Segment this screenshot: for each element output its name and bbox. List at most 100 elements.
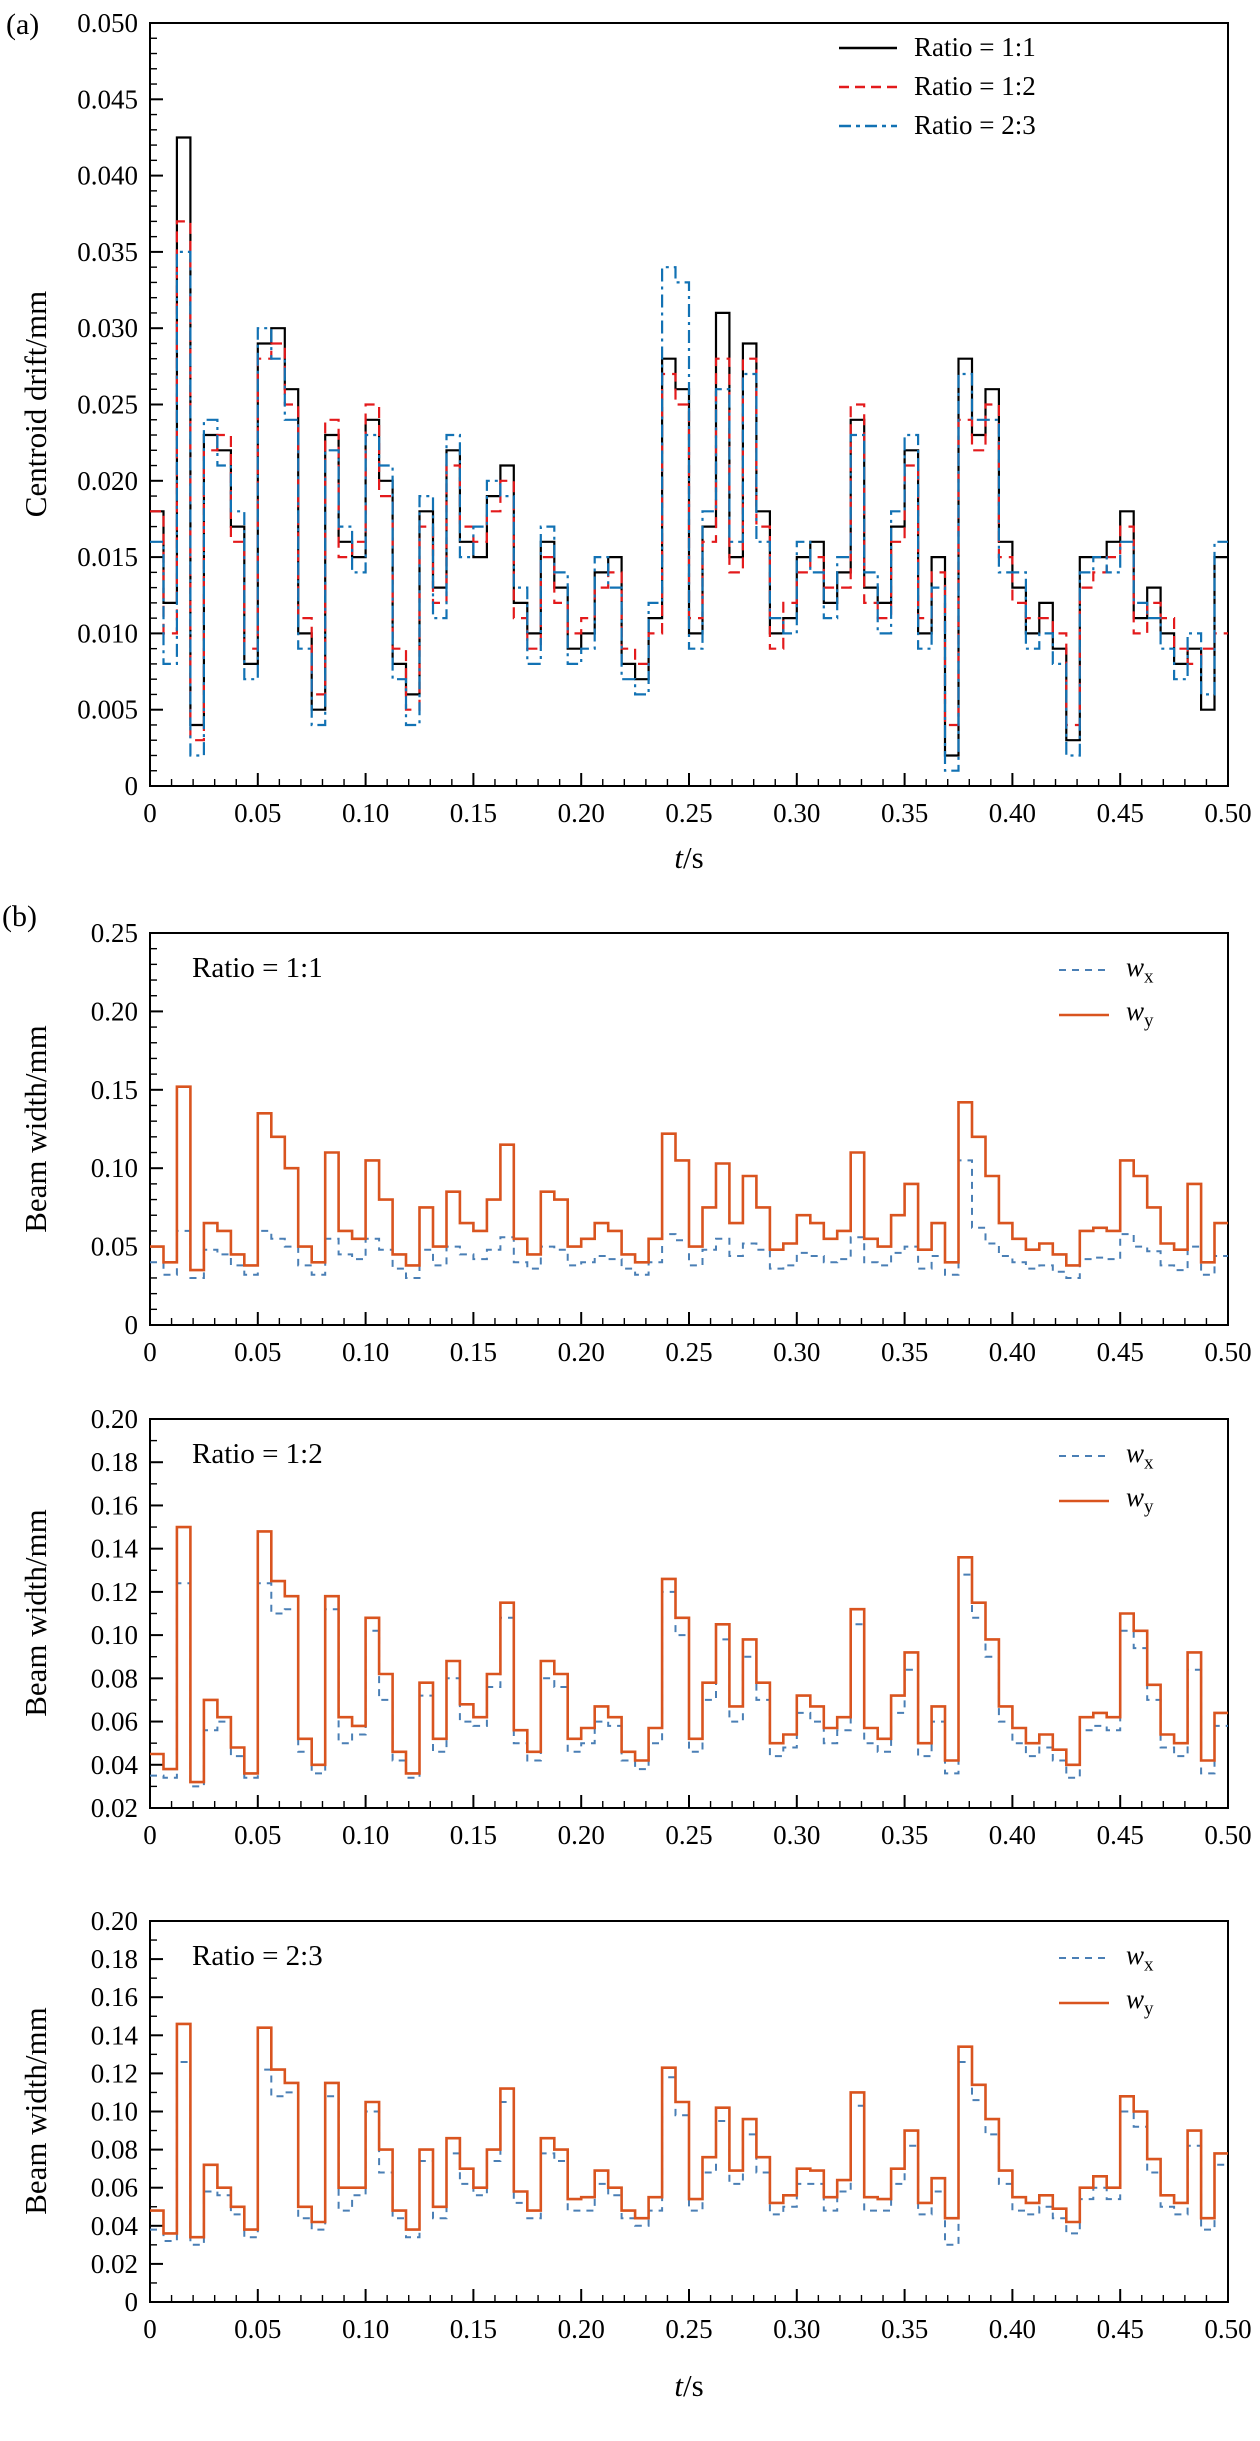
y-tick-label: 0.050 xyxy=(77,8,138,38)
panel-label-b: (b) xyxy=(2,900,37,933)
y-tick-label: 0.10 xyxy=(91,1153,138,1183)
legend-b2: wx wy xyxy=(1056,1438,1154,1519)
x-tick-label: 0.40 xyxy=(989,798,1036,828)
y-tick-label: 0.02 xyxy=(91,2249,138,2279)
x-tick-label: 0 xyxy=(143,798,157,828)
x-tick-label: 0.35 xyxy=(881,2314,928,2344)
y-tick-label: 0.040 xyxy=(77,161,138,191)
legend-label: wy xyxy=(1126,1984,1154,2020)
legend-b1: wx wy xyxy=(1056,952,1154,1033)
y-tick-label: 0.06 xyxy=(91,1707,138,1737)
panel-b2: 0 0.05 0.10 0.15 0.20 0.25 0.30 0.35 0.40 0.45 0.5… xyxy=(91,1404,1252,1850)
x-tick-label: 0.05 xyxy=(234,1337,281,1367)
y-tick-label: 0.025 xyxy=(77,390,138,420)
y-tick-label: 0.12 xyxy=(91,2058,138,2088)
line-sample-dashed-blue xyxy=(1059,1455,1109,1458)
legend-entry-ratio-1-1: Ratio = 1:1 xyxy=(836,32,1036,63)
x-tick-label: 0.30 xyxy=(773,2314,820,2344)
y-tick-label: 0.15 xyxy=(91,1075,138,1105)
x-tick-label: 0.10 xyxy=(342,798,389,828)
x-tick-label: 0.10 xyxy=(342,1337,389,1367)
series-wy xyxy=(150,2022,1228,2239)
legend-entry-wy: wy xyxy=(1056,1482,1154,1518)
x-tick-label: 0.35 xyxy=(881,1337,928,1367)
x-tick-label: 0.15 xyxy=(450,2314,497,2344)
x-tick-label: 0.40 xyxy=(989,1820,1036,1850)
y-tick-label: 0.04 xyxy=(91,1750,139,1780)
x-tick-label: 0.15 xyxy=(450,1337,497,1367)
line-sample-solid-orange xyxy=(1059,1013,1109,1016)
y-tick-label: 0.035 xyxy=(77,237,138,267)
x-tick-label: 0.50 xyxy=(1204,2314,1251,2344)
x-tick-label: 0.50 xyxy=(1204,1820,1251,1850)
x-tick-label: 0.35 xyxy=(881,798,928,828)
x-tick-label: 0.45 xyxy=(1097,2314,1144,2344)
legend-label: wx xyxy=(1126,1940,1154,1976)
panel-b1: 0 0.05 0.10 0.15 0.20 0.25 0.30 0.35 0.40 0.45 0.5… xyxy=(91,918,1252,1367)
x-axis-title-b: t/s xyxy=(674,2368,704,2403)
y-tick-label: 0.25 xyxy=(91,918,138,948)
series-Ratio = 1:2 xyxy=(150,220,1228,742)
x-tick-label: 0.25 xyxy=(665,2314,712,2344)
x-tick-label: 0.30 xyxy=(773,1337,820,1367)
x-tick-label: 0.25 xyxy=(665,1337,712,1367)
y-tick-label: 0.16 xyxy=(91,1982,138,2012)
line-sample-dashed-blue xyxy=(1059,1957,1109,1960)
y-tick-label: 0.045 xyxy=(77,84,138,114)
annotation-ratio-b2: Ratio = 1:2 xyxy=(192,1438,323,1470)
x-tick-label: 0.15 xyxy=(450,798,497,828)
x-tick-label: 0.50 xyxy=(1204,798,1251,828)
series-wy xyxy=(150,1085,1228,1272)
legend-label: wy xyxy=(1126,996,1154,1032)
line-sample-solid-orange xyxy=(1059,2001,1109,2004)
x-tick-label: 0.20 xyxy=(558,798,605,828)
legend-a: Ratio = 1:1 Ratio = 1:2 Ratio = 2:3 xyxy=(836,32,1036,141)
legend-entry-wx: wx xyxy=(1056,1940,1154,1976)
x-tick-label: 0.10 xyxy=(342,2314,389,2344)
x-tick-label: 0.45 xyxy=(1097,1820,1144,1850)
legend-entry-wy: wy xyxy=(1056,996,1154,1032)
series-Ratio = 2:3 xyxy=(150,250,1228,772)
y-tick-label: 0 xyxy=(125,771,139,801)
y-axis-title-b3: Beam width/mm xyxy=(18,2007,53,2215)
legend-entry-wx: wx xyxy=(1056,1438,1154,1474)
y-tick-label: 0.010 xyxy=(77,618,138,648)
x-tick-label: 0.40 xyxy=(989,2314,1036,2344)
panel-a: 0 0.05 0.10 0.15 0.20 0.25 0.30 0.35 0.40 0.45 0.5… xyxy=(77,8,1251,828)
x-axis-title-a: t/s xyxy=(674,840,704,875)
y-tick-label: 0.020 xyxy=(77,466,138,496)
y-tick-label: 0.20 xyxy=(91,1404,138,1434)
y-tick-label: 0 xyxy=(125,1310,139,1340)
y-tick-label: 0.16 xyxy=(91,1490,138,1520)
y-tick-label: 0.08 xyxy=(91,1663,138,1693)
y-tick-label: 0.14 xyxy=(91,1534,139,1564)
y-tick-label: 0.12 xyxy=(91,1577,138,1607)
y-tick-label: 0 xyxy=(125,2287,139,2317)
legend-entry-wx: wx xyxy=(1056,952,1154,988)
x-tick-label: 0.40 xyxy=(989,1337,1036,1367)
y-tick-label: 0.18 xyxy=(91,1447,138,1477)
y-tick-label: 0.005 xyxy=(77,695,138,725)
y-axis-title-b1: Beam width/mm xyxy=(18,1025,53,1233)
y-tick-label: 0.02 xyxy=(91,1793,138,1823)
line-sample-dashdot-blue xyxy=(839,124,897,127)
legend-label: wy xyxy=(1126,1482,1154,1518)
line-sample-solid-black xyxy=(839,46,897,49)
line-sample-dashed-red xyxy=(839,85,897,88)
x-tick-label: 0.05 xyxy=(234,1820,281,1850)
x-tick-label: 0.30 xyxy=(773,798,820,828)
legend-label: Ratio = 2:3 xyxy=(914,110,1036,140)
x-tick-label: 0 xyxy=(143,2314,157,2344)
x-tick-label: 0.20 xyxy=(558,2314,605,2344)
x-tick-label: 0 xyxy=(143,1337,157,1367)
panel-b3: 0 0.05 0.10 0.15 0.20 0.25 0.30 0.35 0.40 0.45 0.5… xyxy=(91,1906,1252,2344)
annotation-ratio-b3: Ratio = 2:3 xyxy=(192,1940,323,1972)
legend-label: Ratio = 1:2 xyxy=(914,71,1036,101)
x-tick-label: 0.45 xyxy=(1097,1337,1144,1367)
legend-entry-ratio-1-2: Ratio = 1:2 xyxy=(836,71,1036,102)
y-axis-title-b2: Beam width/mm xyxy=(18,1509,53,1717)
x-tick-label: 0.25 xyxy=(665,798,712,828)
legend-label: Ratio = 1:1 xyxy=(914,32,1036,62)
